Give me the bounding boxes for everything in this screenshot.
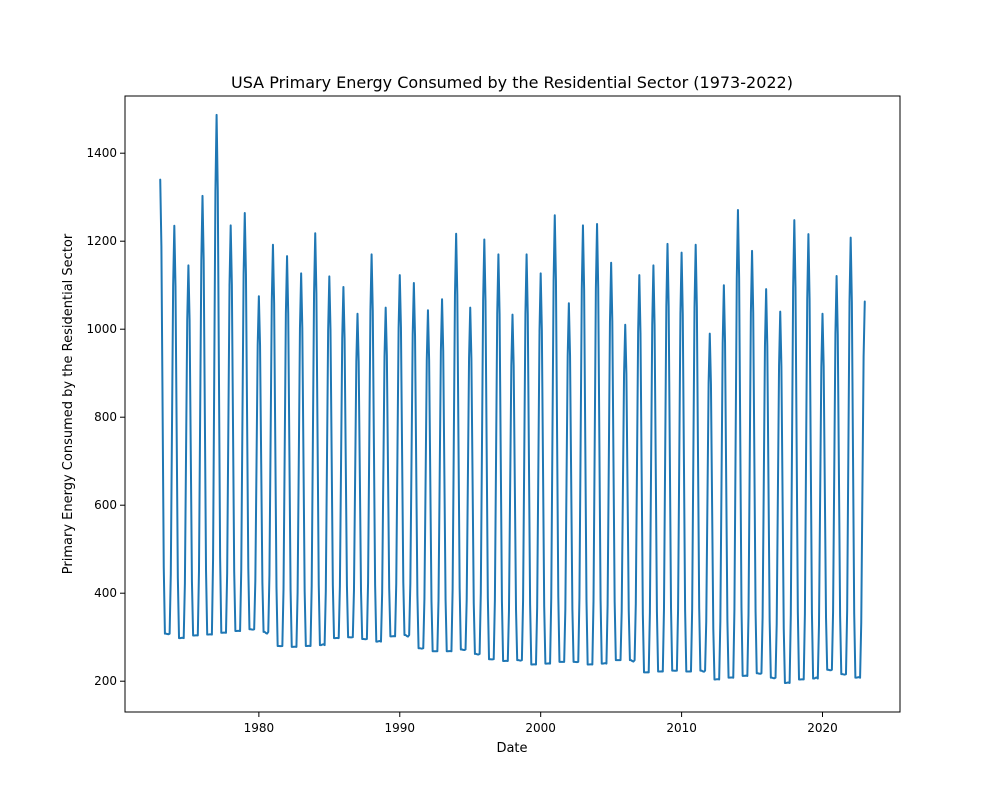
- x-axis-label: Date: [496, 741, 527, 756]
- y-axis: 200 400 600 800 1000 1200 1400: [86, 146, 125, 688]
- x-axis: 1980 1990 2000 2010 2020: [244, 712, 838, 735]
- series-layer: [159, 113, 866, 684]
- y-tick-label: 600: [94, 498, 117, 512]
- x-tick-label: 1990: [384, 721, 415, 735]
- y-axis-label: Primary Energy Consumed by the Residenti…: [61, 233, 76, 574]
- x-tick-label: 2010: [666, 721, 697, 735]
- y-tick-label: 1000: [86, 322, 117, 336]
- y-tick-label: 800: [94, 410, 117, 424]
- chart-title: USA Primary Energy Consumed by the Resid…: [231, 73, 793, 92]
- series-line: [159, 113, 866, 684]
- x-tick-label: 2020: [807, 721, 838, 735]
- x-tick-label: 2000: [525, 721, 556, 735]
- y-tick-label: 1200: [86, 234, 117, 248]
- plot-frame: [124, 95, 901, 713]
- y-tick-label: 200: [94, 674, 117, 688]
- y-tick-label: 1400: [86, 146, 117, 160]
- y-tick-label: 400: [94, 586, 117, 600]
- x-tick-label: 1980: [244, 721, 275, 735]
